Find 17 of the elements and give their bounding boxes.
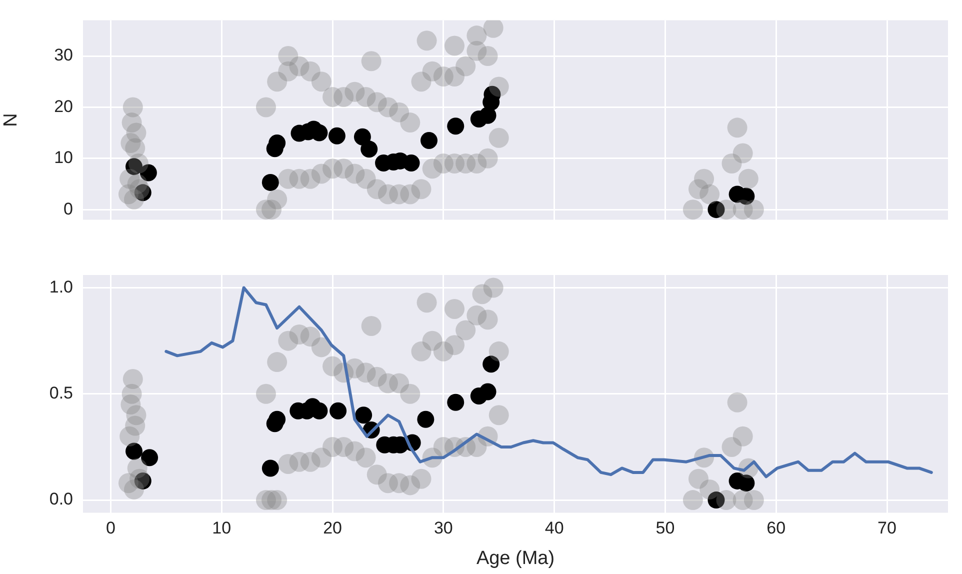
y-tick-label: 0 — [64, 199, 73, 218]
y-tick-label: 0.0 — [49, 490, 73, 509]
y-tick-label: 1.0 — [49, 277, 73, 296]
y-tick-label: 30 — [54, 46, 73, 65]
x-tick-label: 20 — [323, 518, 342, 538]
x-tick-label: 0 — [106, 518, 116, 538]
y-tick-label: 0.5 — [49, 384, 73, 403]
y-axis-title: N — [0, 113, 22, 127]
x-tick-label: 10 — [212, 518, 232, 538]
x-tick-label: 70 — [878, 518, 896, 538]
x-tick-label: 30 — [434, 518, 453, 538]
y-tick-label: 10 — [54, 148, 73, 168]
y-tick-label: 20 — [54, 96, 73, 116]
x-tick-label: 60 — [766, 518, 786, 538]
x-axis-title: Age (Ma) — [476, 548, 555, 569]
x-tick-label: 50 — [656, 518, 675, 538]
x-tick-label: 40 — [544, 518, 564, 538]
